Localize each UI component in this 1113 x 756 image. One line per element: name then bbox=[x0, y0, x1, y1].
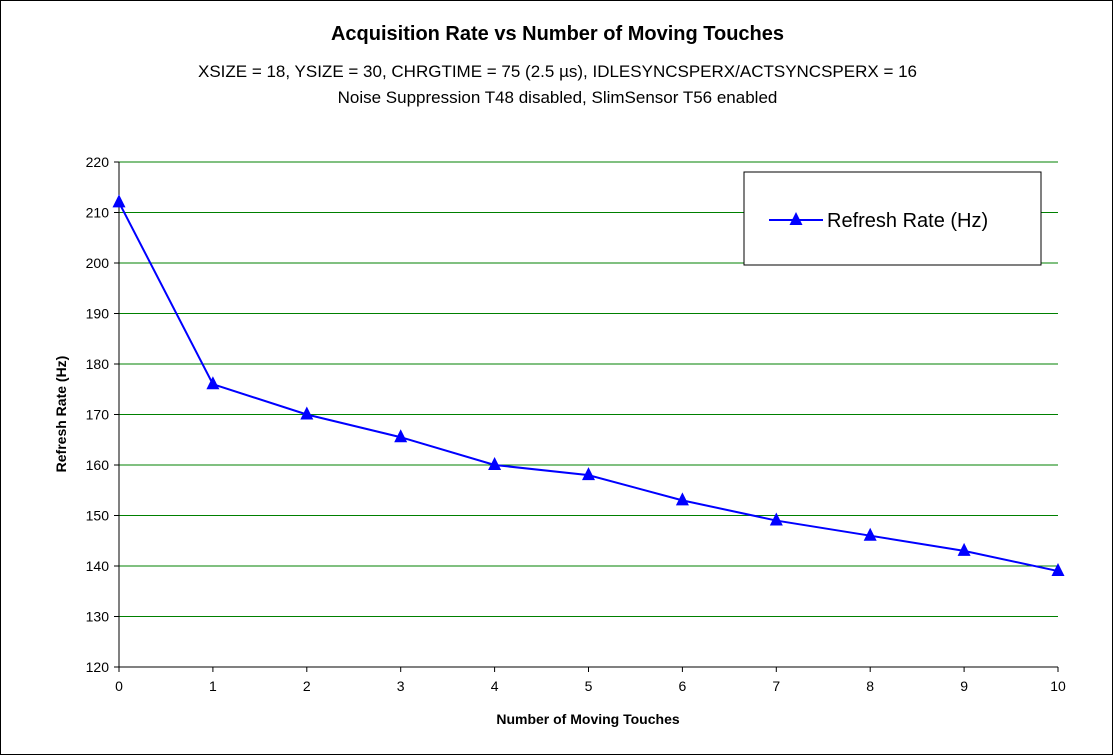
x-tick-label: 10 bbox=[1050, 678, 1066, 694]
data-point-marker bbox=[675, 492, 689, 506]
legend: Refresh Rate (Hz) bbox=[743, 171, 1042, 266]
data-point-marker bbox=[582, 467, 595, 481]
series-group bbox=[112, 194, 1065, 577]
y-axis-label: Refresh Rate (Hz) bbox=[53, 356, 69, 473]
y-tick-label: 170 bbox=[86, 407, 110, 423]
x-tick-label: 0 bbox=[115, 678, 123, 694]
data-point-marker bbox=[394, 429, 408, 443]
x-tick-label: 7 bbox=[772, 678, 780, 694]
x-tick-label: 5 bbox=[585, 678, 593, 694]
y-tick-label: 120 bbox=[86, 659, 110, 675]
x-tick-label: 9 bbox=[960, 678, 968, 694]
legend-label: Refresh Rate (Hz) bbox=[827, 210, 988, 232]
gridlines bbox=[119, 161, 1058, 617]
data-point-marker bbox=[488, 457, 502, 470]
data-point-marker bbox=[206, 376, 220, 390]
data-point-marker bbox=[769, 512, 783, 526]
data-point-marker bbox=[112, 194, 126, 208]
data-point-marker bbox=[1051, 563, 1065, 577]
y-tick-label: 210 bbox=[86, 205, 110, 221]
x-tick-label: 3 bbox=[397, 678, 405, 694]
y-tick-label: 180 bbox=[86, 356, 110, 372]
y-tick-label: 160 bbox=[86, 457, 110, 473]
y-tick-label: 140 bbox=[86, 558, 110, 574]
x-axis-label: Number of Moving Touches bbox=[496, 711, 680, 727]
chart-subtitle-line-1: XSIZE = 18, YSIZE = 30, CHRGTIME = 75 (2… bbox=[197, 62, 917, 81]
chart-title: Acquisition Rate vs Number of Moving Tou… bbox=[330, 23, 784, 45]
x-tick-labels: 0 1 2 3 4 5 6 7 8 9 10 bbox=[115, 667, 1066, 694]
x-tick-label: 6 bbox=[679, 678, 687, 694]
x-tick-label: 8 bbox=[866, 678, 874, 694]
y-tick-label: 220 bbox=[86, 154, 110, 170]
data-point-marker bbox=[863, 527, 877, 541]
chart-subtitle-line-2: Noise Suppression T48 disabled, SlimSens… bbox=[337, 88, 778, 107]
x-tick-label: 1 bbox=[209, 678, 217, 694]
data-point-marker bbox=[957, 542, 971, 556]
data-point-marker bbox=[300, 406, 314, 420]
legend-triangle-marker bbox=[789, 212, 803, 225]
y-tick-label: 200 bbox=[86, 255, 110, 271]
x-tick-label: 4 bbox=[491, 678, 499, 694]
x-tick-label: 2 bbox=[303, 678, 311, 694]
y-tick-labels: 120 130 140 150 160 170 180 190 200 210 220 bbox=[86, 154, 119, 675]
y-tick-label: 190 bbox=[86, 306, 110, 322]
y-tick-label: 150 bbox=[86, 508, 110, 524]
y-tick-label: 130 bbox=[86, 609, 110, 625]
